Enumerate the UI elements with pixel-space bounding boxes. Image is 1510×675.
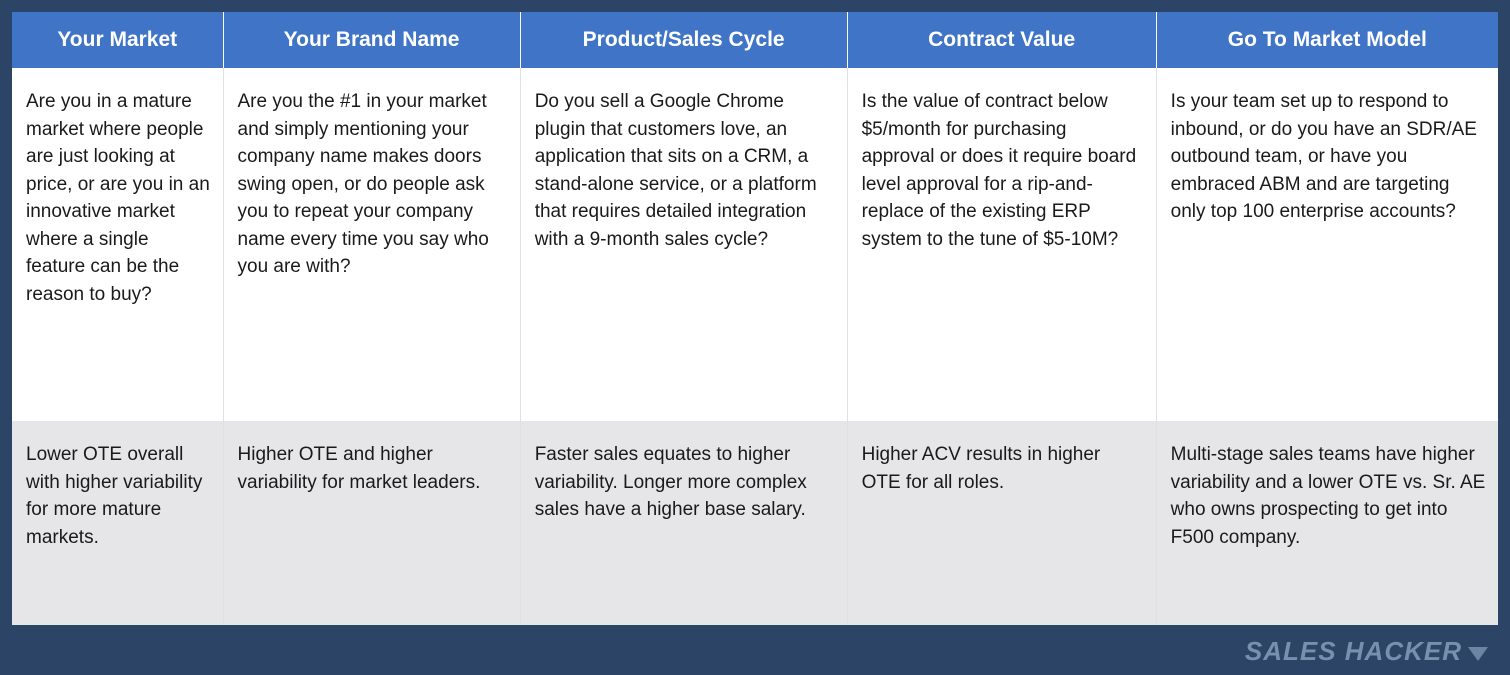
brand-mark-icon — [1468, 647, 1488, 661]
cell-gtm-summary: Multi-stage sales teams have higher vari… — [1156, 421, 1498, 625]
col-header-market: Your Market — [12, 12, 223, 68]
cell-market-question: Are you in a mature market where people … — [12, 68, 223, 421]
col-header-brand: Your Brand Name — [223, 12, 520, 68]
col-header-gtm: Go To Market Model — [1156, 12, 1498, 68]
table-row-questions: Are you in a mature market where people … — [12, 68, 1498, 421]
comparison-table: Your Market Your Brand Name Product/Sale… — [12, 12, 1498, 625]
brand-watermark: SALES HACKER — [1245, 636, 1488, 667]
cell-sales-cycle-summary: Faster sales equates to higher variabili… — [520, 421, 847, 625]
comparison-table-container: Your Market Your Brand Name Product/Sale… — [12, 12, 1498, 625]
cell-gtm-question: Is your team set up to respond to inboun… — [1156, 68, 1498, 421]
cell-sales-cycle-question: Do you sell a Google Chrome plugin that … — [520, 68, 847, 421]
table-row-summary: Lower OTE overall with higher variabilit… — [12, 421, 1498, 625]
col-header-contract-value: Contract Value — [847, 12, 1156, 68]
brand-text: SALES HACKER — [1245, 636, 1462, 667]
table-header-row: Your Market Your Brand Name Product/Sale… — [12, 12, 1498, 68]
cell-brand-question: Are you the #1 in your market and simply… — [223, 68, 520, 421]
col-header-sales-cycle: Product/Sales Cycle — [520, 12, 847, 68]
cell-market-summary: Lower OTE overall with higher variabilit… — [12, 421, 223, 625]
cell-contract-value-question: Is the value of contract below $5/month … — [847, 68, 1156, 421]
cell-contract-value-summary: Higher ACV results in higher OTE for all… — [847, 421, 1156, 625]
cell-brand-summary: Higher OTE and higher variability for ma… — [223, 421, 520, 625]
